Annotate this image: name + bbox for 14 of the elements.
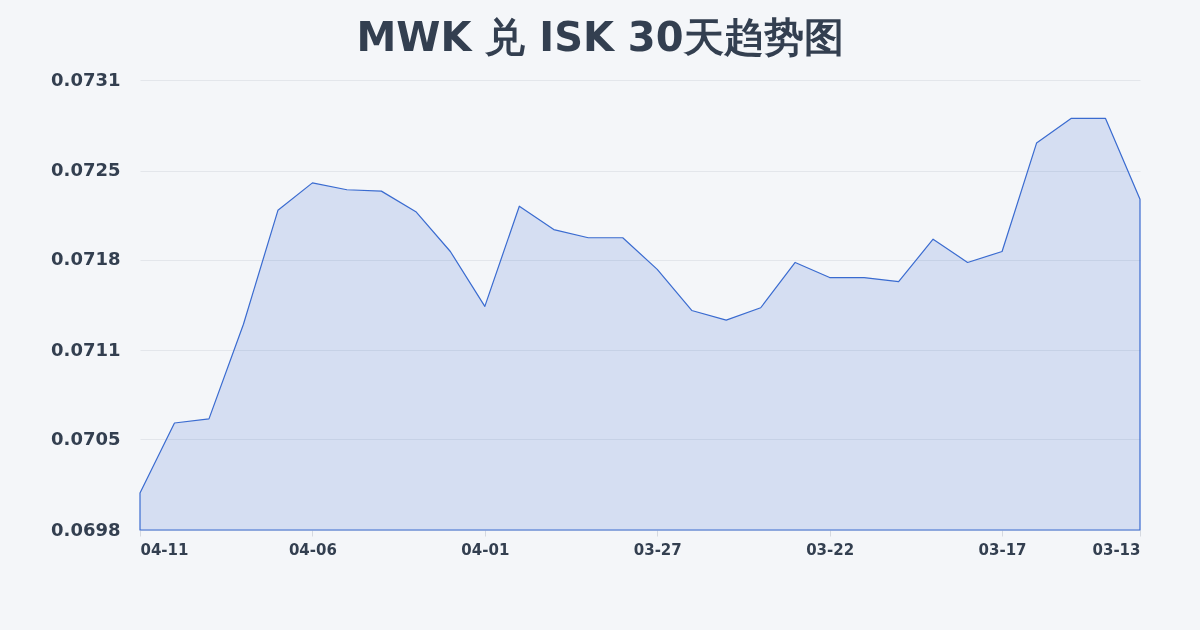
- x-tick-label: 03-17: [978, 540, 1027, 559]
- x-tick-label: 04-11: [140, 540, 189, 559]
- y-tick-label: 0.0711: [51, 338, 121, 360]
- x-tick-label: 03-13: [1092, 540, 1141, 559]
- y-tick-label: 0.0705: [51, 427, 121, 449]
- y-tick-label: 0.0718: [51, 248, 121, 270]
- chart-title: MWK 兑 ISK 30天趋势图: [356, 14, 844, 60]
- x-tick-label: 03-27: [633, 540, 682, 559]
- x-tick-label: 04-01: [461, 540, 510, 559]
- x-tick-label: 04-06: [288, 540, 337, 559]
- y-tick-label: 0.0725: [51, 159, 121, 181]
- y-tick-label: 0.0698: [51, 518, 121, 540]
- y-tick-label: 0.0731: [51, 68, 121, 90]
- x-tick-label: 03-22: [806, 540, 855, 559]
